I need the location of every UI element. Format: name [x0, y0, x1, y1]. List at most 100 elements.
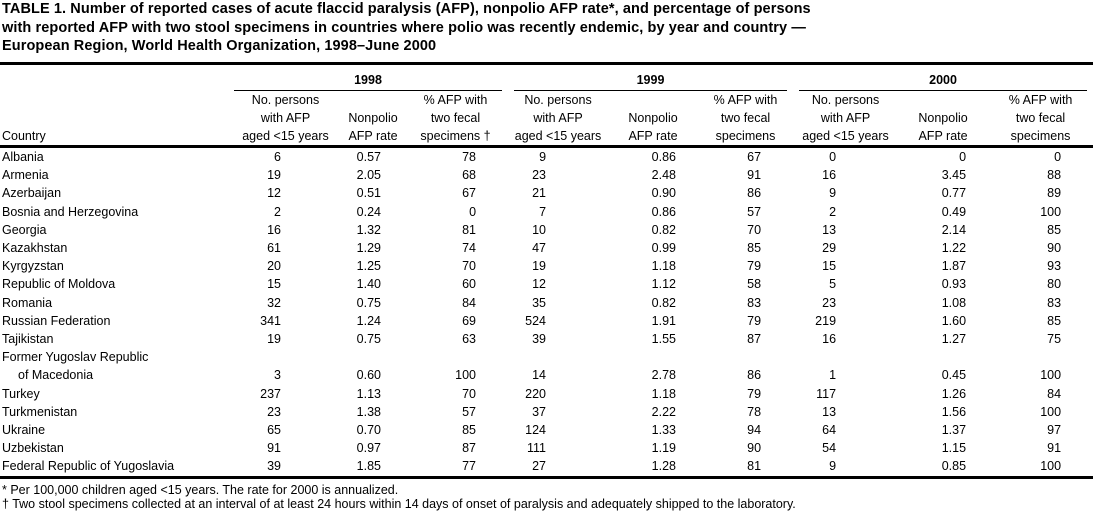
- value-cell: 83: [747, 295, 762, 310]
- value-cell: 0: [469, 204, 477, 219]
- value-cell: 10: [532, 222, 547, 237]
- table-row: Albania 6 0.57 78 9 0.86 67 0 0 0: [0, 147, 1093, 167]
- value-cell: 85: [1047, 222, 1062, 237]
- table-row: of Macedonia 3 0.60 100 14 2.78 86 1 0.45 100: [0, 366, 1093, 384]
- value-cell: 1.85: [356, 459, 381, 474]
- header-line: AFP rate: [628, 129, 678, 143]
- value-cell: 15: [267, 277, 281, 292]
- header-line: specimens: [715, 129, 776, 143]
- value-cell: 0.99: [651, 241, 677, 256]
- value-cell: 79: [747, 386, 762, 401]
- value-cell: 57: [462, 404, 477, 419]
- value-cell: 75: [1047, 332, 1062, 347]
- value-cell: 90: [747, 441, 762, 456]
- value-cell: 1.27: [941, 332, 967, 347]
- value-cell: 29: [822, 241, 837, 256]
- value-cell: 14: [532, 368, 547, 383]
- value-cell: 0.90: [651, 186, 677, 201]
- value-cell: 1.55: [651, 332, 677, 347]
- value-cell: 2: [829, 204, 837, 219]
- value-cell: 39: [267, 459, 281, 474]
- value-cell: 124: [525, 423, 547, 438]
- value-cell: 27: [532, 459, 547, 474]
- value-cell: 0.82: [651, 222, 677, 237]
- value-cell: 0.24: [356, 204, 381, 219]
- value-cell: 89: [1047, 186, 1062, 201]
- country-cell: Azerbaijan: [2, 186, 62, 201]
- value-cell: 15: [822, 259, 837, 274]
- table-row: Azerbaijan 12 0.51 67 21 0.90 86 9 0.77 89: [0, 184, 1093, 202]
- value-cell: 524: [525, 313, 547, 328]
- value-cell: 2.78: [651, 368, 677, 383]
- value-cell: 91: [747, 168, 762, 183]
- value-cell: 1.56: [941, 404, 967, 419]
- table-row: Ukraine 65 0.70 85 124 1.33 94 64 1.37 97: [0, 421, 1093, 439]
- value-cell: 0.45: [941, 368, 967, 383]
- header-line: aged <15 years: [802, 129, 889, 143]
- country-header: Country: [2, 129, 46, 143]
- value-cell: 63: [462, 332, 477, 347]
- value-cell: 0.57: [356, 150, 381, 164]
- value-cell: 39: [532, 332, 547, 347]
- pct-header: % AFP with two fecal specimens: [988, 91, 1093, 147]
- header-line: AFP rate: [918, 129, 968, 143]
- value-cell: 0.86: [651, 204, 677, 219]
- afp-table: 1998 1999 2000 Country No. persons with AFP ag…: [0, 62, 1093, 479]
- value-cell: 0: [959, 150, 967, 164]
- value-cell: 3.45: [941, 168, 967, 183]
- no-persons-header: No. persons with AFP aged <15 years: [793, 91, 898, 147]
- value-cell: 0.75: [356, 295, 381, 310]
- value-cell: 9: [829, 186, 837, 201]
- value-cell: 1.22: [941, 241, 967, 256]
- value-cell: 9: [539, 150, 547, 164]
- value-cell: 341: [260, 313, 281, 328]
- value-cell: 91: [1047, 441, 1062, 456]
- value-cell: 64: [822, 423, 837, 438]
- value-cell: 69: [462, 313, 477, 328]
- table-row: Armenia 19 2.05 68 23 2.48 91 16 3.45 88: [0, 166, 1093, 184]
- value-cell: 32: [267, 295, 281, 310]
- header-line: specimens †: [420, 129, 491, 143]
- year-label: 2000: [799, 71, 1088, 91]
- value-cell: 0.85: [941, 459, 967, 474]
- rate-header: Nonpolio AFP rate: [898, 91, 988, 147]
- table-row: Kazakhstan 61 1.29 74 47 0.99 85 29 1.22 90: [0, 239, 1093, 257]
- value-cell: 1.28: [651, 459, 677, 474]
- value-cell: 79: [747, 259, 762, 274]
- header-line: with AFP: [820, 111, 871, 125]
- header-line: aged <15 years: [514, 129, 602, 143]
- no-persons-header: No. persons with AFP aged <15 years: [228, 91, 343, 147]
- footnote-specimens: † Two stool specimens collected at an in…: [2, 497, 796, 511]
- value-cell: 1.60: [941, 313, 967, 328]
- table-row: Kyrgyzstan 20 1.25 70 19 1.18 79 15 1.87 93: [0, 257, 1093, 275]
- value-cell: 1.29: [356, 241, 381, 256]
- country-cell: Armenia: [2, 168, 49, 183]
- value-cell: 23: [267, 404, 281, 419]
- year-header-1998: 1998: [228, 64, 508, 91]
- table-row: Bosnia and Herzegovina 2 0.24 0 7 0.86 57 2 0.49…: [0, 203, 1093, 221]
- value-cell: 84: [462, 295, 477, 310]
- header-line: AFP rate: [348, 129, 398, 143]
- table-row: Russian Federation 341 1.24 69 524 1.91 79 219 1…: [0, 312, 1093, 330]
- value-cell: 237: [260, 386, 281, 401]
- table-row: Republic of Moldova 15 1.40 60 12 1.12 58 5 0.93…: [0, 275, 1093, 293]
- header-line: specimens: [1010, 129, 1071, 143]
- value-cell: 61: [267, 241, 281, 256]
- value-cell: 0.97: [356, 441, 381, 456]
- value-cell: 2.48: [651, 168, 677, 183]
- value-cell: 100: [1040, 459, 1062, 474]
- header-spacer: [0, 64, 228, 92]
- table-row: Georgia 16 1.32 81 10 0.82 70 13 2.14 85: [0, 221, 1093, 239]
- value-cell: 2.05: [356, 168, 381, 183]
- value-cell: 70: [462, 259, 477, 274]
- table-row: Tajikistan 19 0.75 63 39 1.55 87 16 1.27 75: [0, 330, 1093, 348]
- header-line: with AFP: [260, 111, 311, 125]
- country-cell: of Macedonia: [18, 368, 94, 383]
- year-label: 1998: [234, 71, 503, 91]
- country-cell: Albania: [2, 150, 44, 164]
- value-cell: 12: [267, 186, 281, 201]
- value-cell: 67: [747, 150, 762, 164]
- header-line: two fecal: [430, 111, 481, 125]
- value-cell: 58: [747, 277, 762, 292]
- value-cell: 9: [829, 459, 837, 474]
